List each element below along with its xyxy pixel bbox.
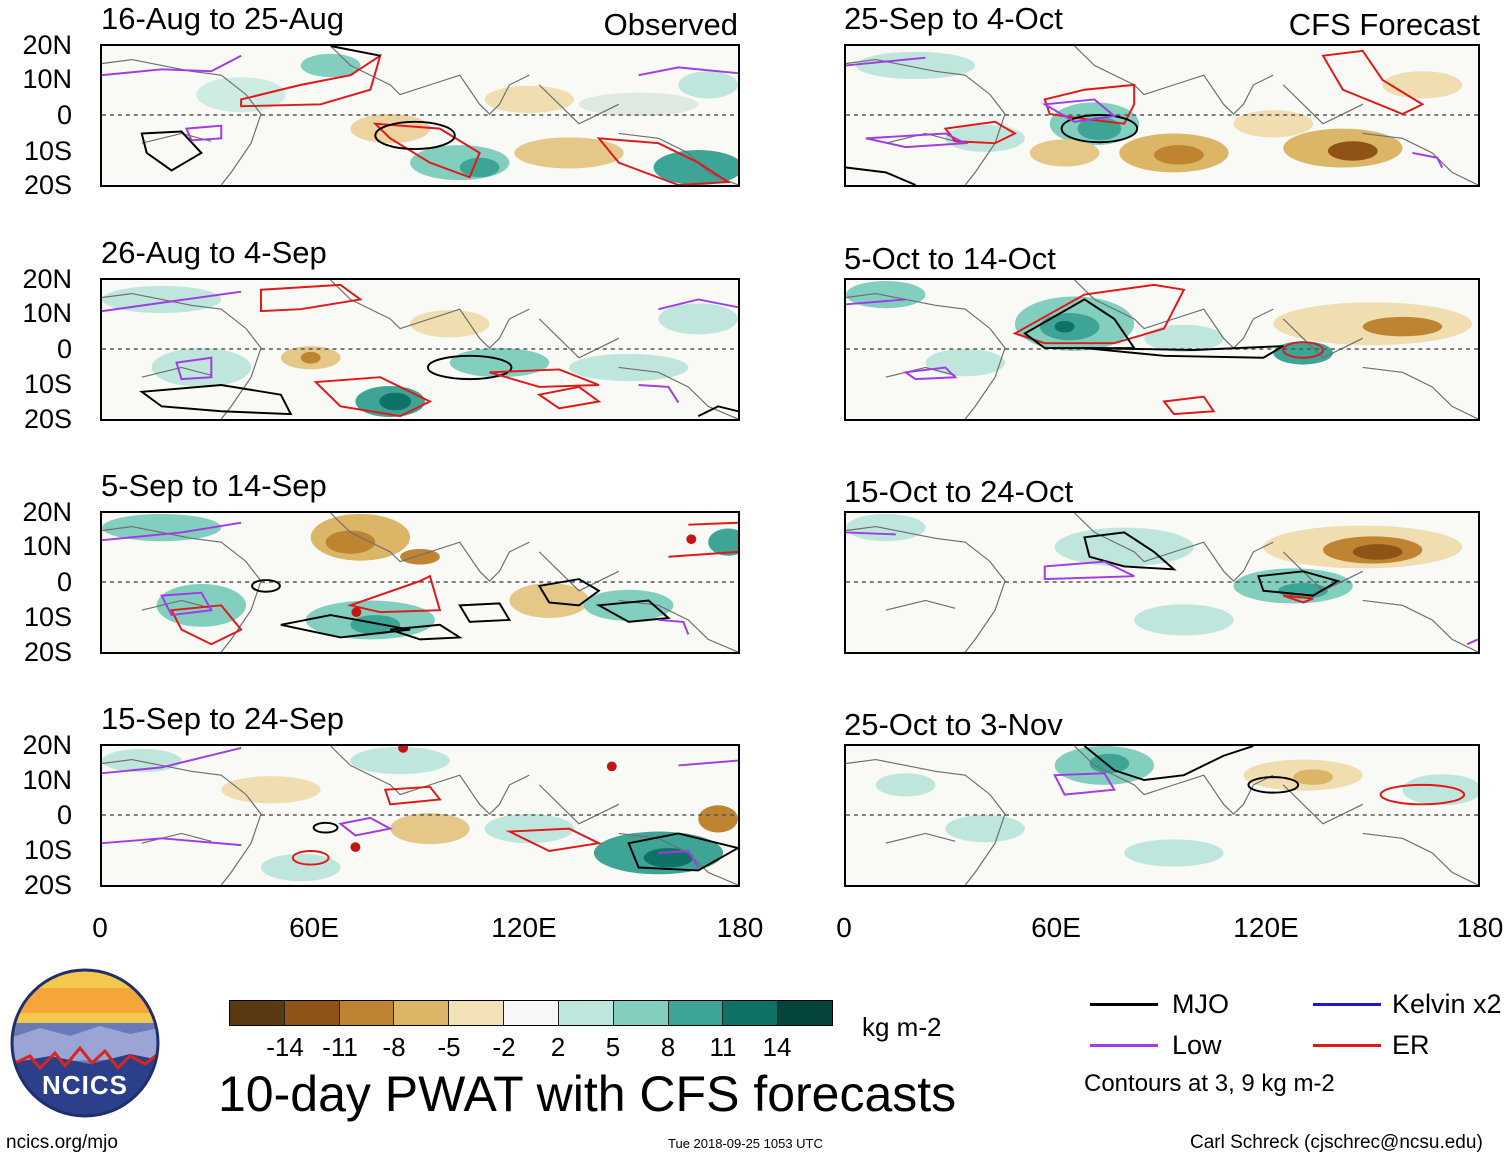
colorbar-swatch	[613, 1001, 669, 1025]
lat-label: 20N	[22, 30, 72, 60]
footer-credit: Carl Schreck (cjschrec@ncsu.edu)	[1190, 1132, 1483, 1153]
lat-label: 20S	[23, 870, 72, 900]
lon-label: 180	[1456, 912, 1504, 943]
lat-label: 0	[56, 334, 72, 364]
map-panel-8	[844, 744, 1480, 887]
lat-label: 0	[56, 100, 72, 130]
legend-label-kelvin: Kelvin x2	[1392, 989, 1502, 1019]
colorbar-label: 8	[660, 1032, 676, 1062]
lat-label: 20N	[22, 497, 72, 527]
lon-label: 60E	[289, 912, 339, 943]
map-panel-7	[844, 511, 1480, 654]
colorbar-units: kg m-2	[862, 1012, 942, 1042]
colorbar-label: -14	[266, 1032, 304, 1062]
lon-label: 0	[92, 912, 108, 943]
lon-label: 120E	[491, 912, 557, 943]
lat-label: 0	[56, 800, 72, 830]
lat-label: 10N	[22, 298, 72, 328]
footer-url[interactable]: ncics.org/mjo	[6, 1132, 118, 1153]
lat-label: 10S	[23, 369, 72, 399]
map-panel-1	[100, 44, 740, 187]
lon-label: 180	[716, 912, 764, 943]
map-panel-6	[844, 278, 1480, 421]
colorbar-label: 11	[709, 1032, 737, 1062]
colorbar-swatch	[394, 1001, 450, 1025]
colorbar	[229, 1000, 833, 1026]
lat-label: 20S	[23, 404, 72, 434]
lat-label: 10N	[22, 64, 72, 94]
colorbar-swatch	[778, 1001, 832, 1025]
colorbar-swatch	[449, 1001, 505, 1025]
legend-label-er: ER	[1392, 1030, 1430, 1060]
lat-label: 20N	[22, 264, 72, 294]
ncics-logo: NCICS	[10, 968, 160, 1118]
lat-label: 20N	[22, 730, 72, 760]
panel-title-1: 16-Aug to 25-Aug	[101, 1, 345, 36]
lat-label: 0	[56, 567, 72, 597]
panel-tag-observed: Observed	[603, 7, 738, 42]
lat-label: 20S	[23, 637, 72, 667]
lat-label: 10N	[22, 765, 72, 795]
colorbar-label: -5	[437, 1032, 461, 1062]
panel-tag-cfs-forecast: CFS Forecast	[1288, 7, 1480, 42]
lat-label: 10N	[22, 531, 72, 561]
colorbar-swatch	[668, 1001, 724, 1025]
colorbar-swatch	[284, 1001, 340, 1025]
colorbar-swatch	[230, 1001, 285, 1025]
main-title: 10-day PWAT with CFS forecasts	[218, 1066, 957, 1122]
colorbar-label: 5	[605, 1032, 621, 1062]
map-panel-3	[100, 511, 740, 654]
legend-line-er	[1313, 1044, 1381, 1047]
panel-title-7: 15-Oct to 24-Oct	[844, 474, 1074, 509]
lat-label: 10S	[23, 835, 72, 865]
colorbar-label: 14	[762, 1032, 792, 1062]
legend-line-kelvin	[1313, 1003, 1381, 1006]
legend-label-low: Low	[1172, 1030, 1222, 1060]
panel-title-2: 26-Aug to 4-Sep	[101, 235, 327, 270]
logo-text: NCICS	[42, 1070, 128, 1100]
panel-title-6: 5-Oct to 14-Oct	[844, 241, 1056, 276]
footer-timestamp: Tue 2018-09-25 1053 UTC	[668, 1136, 823, 1151]
colorbar-label: 2	[550, 1032, 566, 1062]
lat-label: 10S	[23, 602, 72, 632]
map-panel-4	[100, 744, 740, 887]
colorbar-swatch	[723, 1001, 779, 1025]
lat-label: 20S	[23, 170, 72, 200]
colorbar-swatch	[339, 1001, 395, 1025]
legend-label-mjo: MJO	[1172, 989, 1229, 1019]
colorbar-label: -11	[322, 1032, 358, 1062]
lon-label: 0	[836, 912, 852, 943]
legend-line-mjo	[1090, 1003, 1158, 1006]
colorbar-label: -8	[382, 1032, 406, 1062]
panel-title-4: 15-Sep to 24-Sep	[101, 701, 345, 736]
lat-label: 10S	[23, 136, 72, 166]
colorbar-label: -2	[492, 1032, 516, 1062]
colorbar-swatch	[558, 1001, 614, 1025]
map-panel-2	[100, 278, 740, 421]
colorbar-swatch	[504, 1001, 559, 1025]
legend-line-low	[1090, 1044, 1158, 1047]
contours-note: Contours at 3, 9 kg m-2	[1084, 1070, 1335, 1097]
map-panel-5	[844, 44, 1480, 187]
lon-label: 60E	[1031, 912, 1081, 943]
panel-title-5: 25-Sep to 4-Oct	[844, 1, 1063, 36]
panel-title-8: 25-Oct to 3-Nov	[844, 707, 1063, 742]
lon-label: 120E	[1233, 912, 1299, 943]
panel-title-3: 5-Sep to 14-Sep	[101, 468, 327, 503]
